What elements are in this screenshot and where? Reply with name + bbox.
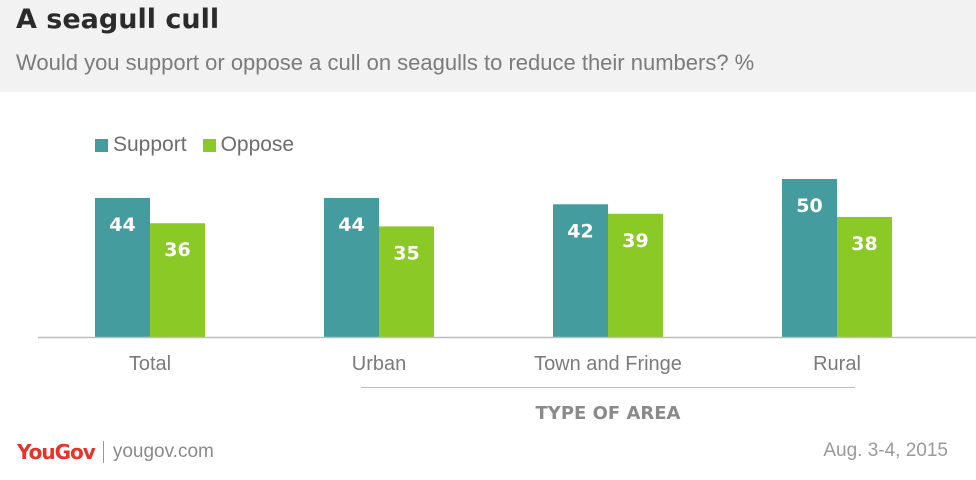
data-label-oppose-urban: 35 <box>393 242 419 264</box>
brand-divider <box>102 441 104 463</box>
category-label-urban: Urban <box>352 353 406 375</box>
data-label-oppose-total: 36 <box>164 239 190 261</box>
chart-subtitle: Would you support or oppose a cull on se… <box>16 50 755 75</box>
bar-chart: 44 36 Total 44 35 Urban 42 39 Town and Fringe 50 3… <box>38 179 976 424</box>
legend: Support Oppose <box>95 133 310 157</box>
data-label-support-urban: 44 <box>338 214 364 236</box>
bar-support-rural <box>782 179 837 337</box>
survey-date: Aug. 3-4, 2015 <box>823 440 948 461</box>
bar-oppose-town-and-fringe <box>608 213 663 337</box>
data-label-support-total: 44 <box>109 214 135 236</box>
chart-title: A seagull cull <box>16 4 220 35</box>
legend-item-oppose: Oppose <box>202 133 295 157</box>
brand-url: yougov.com <box>112 441 214 462</box>
data-label-oppose-rural: 38 <box>851 233 877 255</box>
bar-support-town-and-fringe <box>553 204 608 337</box>
category-label-town-and-fringe: Town and Fringe <box>534 353 682 375</box>
x-axis-title: TYPE OF AREA <box>536 403 681 424</box>
data-label-support-town-and-fringe: 42 <box>567 220 593 242</box>
bar-oppose-total <box>150 223 205 337</box>
legend-swatch-oppose <box>202 138 216 152</box>
data-label-support-rural: 50 <box>796 195 822 217</box>
category-label-total: Total <box>129 353 171 375</box>
legend-swatch-support <box>95 138 108 152</box>
yougov-logo: YouGov <box>17 440 96 464</box>
bar-oppose-rural <box>837 216 892 337</box>
bar-oppose-urban <box>379 226 434 337</box>
bar-support-total <box>95 197 150 337</box>
legend-label-oppose: Oppose <box>220 133 295 156</box>
legend-item-support: Support <box>95 133 187 157</box>
footer-brand: YouGov yougov.com <box>17 438 214 466</box>
category-label-rural: Rural <box>813 353 861 375</box>
bar-support-urban <box>324 197 379 337</box>
legend-label-support: Support <box>113 133 187 156</box>
data-label-oppose-town-and-fringe: 39 <box>622 230 648 252</box>
header: A seagull cull Would you support or oppo… <box>0 0 976 92</box>
